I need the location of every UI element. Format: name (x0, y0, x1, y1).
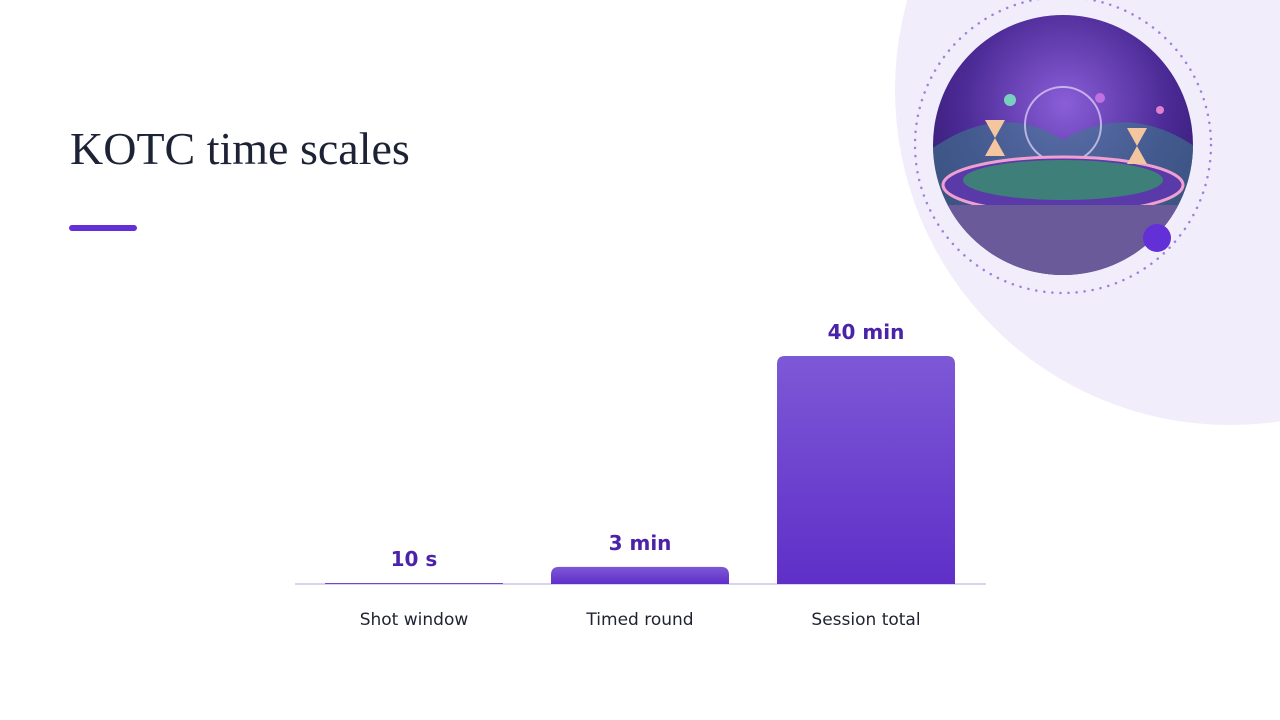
category-label: Shot window (360, 610, 469, 630)
value-label: 40 min (828, 320, 905, 344)
value-label: 3 min (609, 531, 672, 555)
slide-title: KOTC time scales (70, 123, 410, 174)
category-label: Session total (811, 610, 920, 630)
value-label: 10 s (391, 547, 438, 571)
bar (325, 583, 503, 584)
accent-dot (1143, 224, 1171, 252)
bar (777, 356, 955, 584)
category-label: Timed round (585, 610, 693, 630)
bar (551, 566, 729, 584)
dotted-ring (913, 0, 1213, 295)
